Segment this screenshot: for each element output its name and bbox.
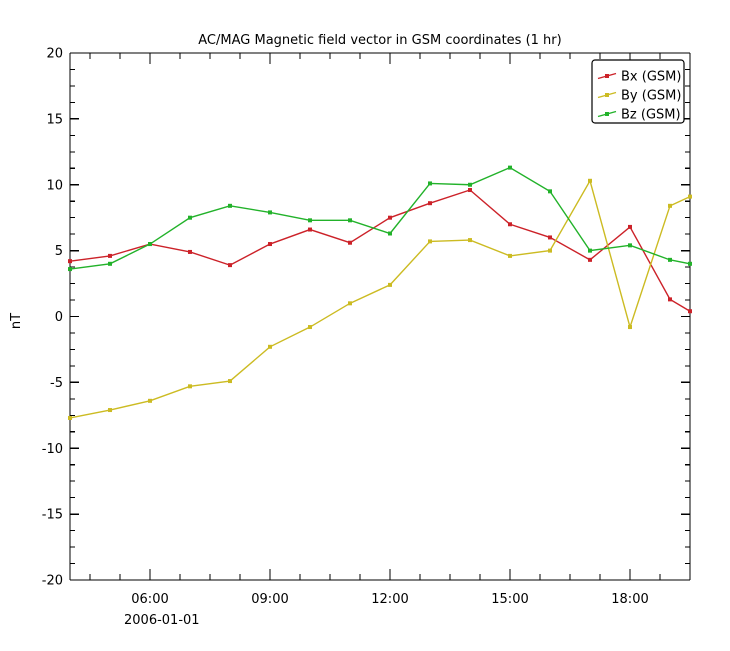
- data-point-marker: [668, 297, 672, 302]
- data-point-marker: [68, 259, 72, 264]
- data-point-marker: [468, 238, 472, 243]
- y-tick-label: -15: [42, 508, 63, 523]
- data-point-marker: [428, 239, 432, 244]
- x-tick-label: 12:00: [371, 592, 408, 607]
- y-tick-label: 0: [55, 310, 63, 325]
- chart-title: AC/MAG Magnetic field vector in GSM coor…: [198, 33, 561, 48]
- y-tick-label: 10: [46, 178, 63, 193]
- data-point-marker: [188, 249, 192, 254]
- y-tick-label: -20: [42, 574, 63, 589]
- data-point-marker: [268, 210, 272, 215]
- data-point-marker: [348, 218, 352, 223]
- legend-point: [605, 74, 609, 78]
- data-point-marker: [308, 218, 312, 223]
- data-point-marker: [688, 261, 692, 266]
- data-point-marker: [468, 182, 472, 187]
- legend-label: Bz (GSM): [621, 108, 681, 123]
- y-tick-label: -5: [50, 376, 63, 391]
- data-point-marker: [588, 248, 592, 253]
- legend-background: [591, 59, 685, 124]
- y-tick-label: -10: [42, 442, 63, 457]
- data-point-marker: [548, 235, 552, 240]
- series-by: [68, 178, 692, 420]
- data-point-marker: [308, 325, 312, 330]
- data-point-marker: [548, 189, 552, 194]
- data-point-marker: [668, 203, 672, 208]
- y-axis-ticks: 20 15 10 5 0 -5 -10 -15 -20: [42, 47, 690, 589]
- data-point-marker: [308, 227, 312, 232]
- data-point-marker: [228, 203, 232, 208]
- data-point-marker: [508, 165, 512, 170]
- data-point-marker: [188, 384, 192, 389]
- data-point-marker: [268, 344, 272, 349]
- data-point-marker: [548, 248, 552, 253]
- data-point-marker: [588, 178, 592, 183]
- data-point-marker: [148, 398, 152, 403]
- series-bz: [68, 165, 692, 272]
- data-point-marker: [188, 215, 192, 220]
- data-point-marker: [688, 194, 692, 199]
- data-point-marker: [428, 201, 432, 206]
- y-tick-label: 20: [46, 47, 63, 62]
- data-point-marker: [508, 253, 512, 258]
- legend-point: [605, 93, 609, 97]
- x-tick-label: 06:00: [131, 592, 168, 607]
- data-point-marker: [148, 242, 152, 247]
- data-point-marker: [628, 325, 632, 330]
- y-tick-label: 15: [46, 112, 63, 127]
- series-line: [69, 178, 691, 419]
- data-point-marker: [388, 231, 392, 236]
- data-point-marker: [688, 309, 692, 314]
- legend-label: By (GSM): [621, 89, 681, 104]
- data-point-marker: [468, 188, 472, 193]
- data-point-marker: [348, 240, 352, 245]
- x-tick-label: 18:00: [611, 592, 648, 607]
- chart-legend[interactable]: Bx (GSM) By (GSM) Bz (GSM): [591, 59, 685, 124]
- legend-label: Bx (GSM): [621, 70, 681, 85]
- y-axis-title: nT: [9, 313, 24, 329]
- data-point-marker: [268, 242, 272, 247]
- y-tick-label: 5: [55, 244, 63, 259]
- data-point-marker: [428, 181, 432, 186]
- x-tick-label: 09:00: [251, 592, 288, 607]
- data-series-group: [68, 165, 692, 420]
- x-axis-date-label: 2006-01-01: [124, 613, 200, 628]
- data-point-marker: [68, 415, 72, 420]
- series-bx: [68, 188, 692, 314]
- data-point-marker: [348, 301, 352, 306]
- legend-marker-bz: [597, 110, 617, 118]
- legend-marker-bx: [597, 72, 617, 80]
- data-point-marker: [108, 253, 112, 258]
- x-axis-ticks: 06:00 09:00 12:00 15:00 18:00: [89, 53, 661, 607]
- data-point-marker: [108, 408, 112, 413]
- data-point-marker: [628, 243, 632, 248]
- data-point-marker: [668, 257, 672, 262]
- data-point-marker: [108, 261, 112, 266]
- plot-axes: [69, 52, 691, 581]
- data-point-marker: [588, 257, 592, 262]
- data-point-marker: [228, 379, 232, 384]
- data-point-marker: [388, 282, 392, 287]
- legend-marker-by: [597, 91, 617, 99]
- x-tick-label: 15:00: [491, 592, 528, 607]
- data-point-marker: [388, 215, 392, 220]
- data-point-marker: [628, 224, 632, 229]
- data-point-marker: [228, 263, 232, 268]
- legend-point: [605, 112, 609, 116]
- data-point-marker: [508, 222, 512, 227]
- data-point-marker: [68, 267, 72, 272]
